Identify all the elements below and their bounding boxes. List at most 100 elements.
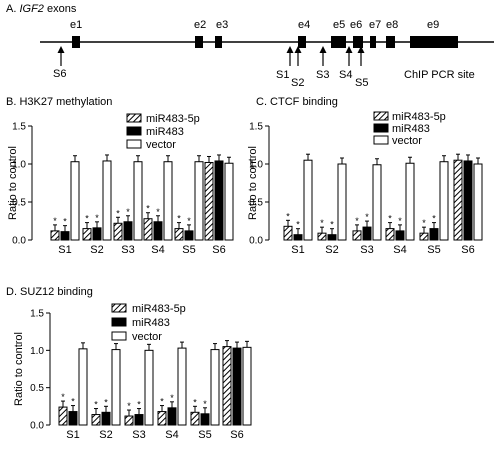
bar-S4-series-1 [157, 411, 167, 426]
significance-star: * [71, 397, 75, 407]
significance-star: * [104, 397, 108, 407]
legend-swatch-1 [373, 111, 389, 121]
bar-S1-series-2 [60, 231, 70, 241]
legend-label-1: miR483-5p [392, 111, 446, 123]
significance-star: * [126, 207, 130, 217]
bar-S6-series-1 [453, 159, 463, 241]
chart-panel-b: B. H3K27 methylation Ratio to control 0.0 0… [6, 96, 234, 256]
gene-map-title-suffix: exons [47, 3, 77, 15]
site-arrowhead-S5 [357, 46, 365, 53]
significance-star: * [187, 216, 191, 226]
bar-S4-series-2 [167, 407, 177, 426]
bar-S4-series-3 [177, 347, 187, 426]
legend-label-3: vector [392, 135, 422, 147]
significance-star: * [146, 204, 150, 214]
bar-S3-series-2 [134, 414, 144, 426]
legend-label-1: miR483-5p [132, 303, 186, 315]
legend-label-1: miR483-5p [146, 113, 200, 125]
exon-label-e8: e8 [386, 19, 398, 31]
legend-swatch-3 [111, 331, 127, 341]
bar-S1-series-2 [68, 411, 78, 426]
y-axis-label: Ratio to control [7, 146, 19, 220]
exon-label-e2: e2 [194, 19, 206, 31]
x-tick-label-S5: S5 [198, 429, 211, 441]
gene-map-title: A. IGF2 exons [6, 3, 77, 15]
y-axis-label: Ratio to control [247, 146, 259, 220]
bar-S3-series-3 [372, 164, 382, 241]
bar-S5-series-3 [194, 161, 204, 241]
bar-S3-series-2 [123, 221, 133, 241]
bar-S6-series-2 [463, 160, 473, 241]
bar-S5-series-1 [419, 232, 429, 241]
gene-map-panel: A. IGF2 exons e1 e2 e3 e4 e5 e6 e7 e8 e9 S6 S1S2S… [6, 3, 494, 89]
chart-title: D. SUZ12 binding [6, 286, 93, 298]
bar-S2-series-3 [337, 163, 347, 241]
significance-star: * [398, 216, 402, 226]
significance-star: * [127, 401, 131, 411]
exon-label-e7: e7 [369, 19, 381, 31]
bar-S3-series-1 [113, 222, 123, 241]
bar-S2-series-2 [327, 234, 337, 241]
bar-S1-series-3 [303, 159, 313, 241]
x-tick-label-S2: S2 [325, 244, 338, 256]
site-arrowhead-S4 [345, 46, 353, 53]
site-arrowhead-S2 [294, 46, 302, 53]
gene-map-title-gene: IGF2 [19, 3, 43, 15]
x-tick-label-S3: S3 [132, 429, 145, 441]
x-tick-label-S3: S3 [121, 244, 134, 256]
x-tick-label-S5: S5 [427, 244, 440, 256]
exon-label-e1: e1 [70, 19, 82, 31]
bar-S3-series-2 [362, 226, 372, 241]
x-tick-label-S2: S2 [99, 429, 112, 441]
significance-star: * [177, 214, 181, 224]
bar-S5-series-3 [210, 349, 220, 426]
bar-S6-series-3 [473, 163, 483, 241]
bar-S4-series-1 [143, 218, 153, 241]
y-tick-label: 0.0 [12, 236, 26, 247]
site-label-S1: S1 [276, 69, 289, 81]
y-tick-label: 0.5 [12, 198, 26, 209]
bar-S2-series-2 [101, 411, 111, 426]
y-tick-label: 1.0 [249, 160, 263, 171]
significance-star: * [160, 397, 164, 407]
significance-star: * [95, 213, 99, 223]
significance-star: * [63, 217, 67, 227]
exon-label-e9: e9 [427, 19, 439, 31]
x-tick-label-S4: S4 [165, 429, 178, 441]
significance-star: * [296, 220, 300, 230]
bar-S5-series-2 [429, 228, 439, 241]
significance-star: * [365, 212, 369, 222]
site-caption: ChIP PCR site [404, 69, 475, 81]
bar-S4-series-2 [153, 221, 163, 241]
legend-swatch-2 [111, 317, 127, 327]
bar-S5-series-2 [184, 230, 194, 241]
bar-S1-series-1 [58, 406, 68, 426]
legend-swatch-3 [373, 135, 389, 145]
x-tick-label-S4: S4 [393, 244, 406, 256]
site-label-S2: S2 [291, 77, 304, 89]
significance-star: * [53, 216, 57, 226]
bar-S1-series-1 [50, 230, 60, 241]
exon-block-e1 [72, 36, 80, 48]
bar-S6-series-1 [222, 346, 232, 426]
significance-star: * [432, 214, 436, 224]
bar-S6-series-2 [214, 160, 224, 241]
significance-star: * [286, 211, 290, 221]
bar-S1-series-3 [70, 161, 80, 241]
significance-star: * [388, 214, 392, 224]
legend-swatch-1 [126, 113, 142, 123]
bar-S3-series-1 [352, 230, 362, 241]
exon-block-e9 [410, 36, 458, 48]
x-tick-label-S4: S4 [151, 244, 164, 256]
site-label-S5: S5 [355, 77, 368, 89]
bar-S2-series-1 [82, 228, 92, 241]
legend-swatch-3 [126, 139, 142, 149]
exon-block-e4 [298, 36, 306, 48]
legend-label-2: miR483 [146, 126, 184, 138]
significance-star: * [330, 220, 334, 230]
x-tick-label-S6: S6 [230, 429, 243, 441]
site-label-S6: S6 [53, 68, 66, 80]
legend-swatch-1 [111, 303, 127, 313]
bar-S4-series-1 [385, 228, 395, 241]
